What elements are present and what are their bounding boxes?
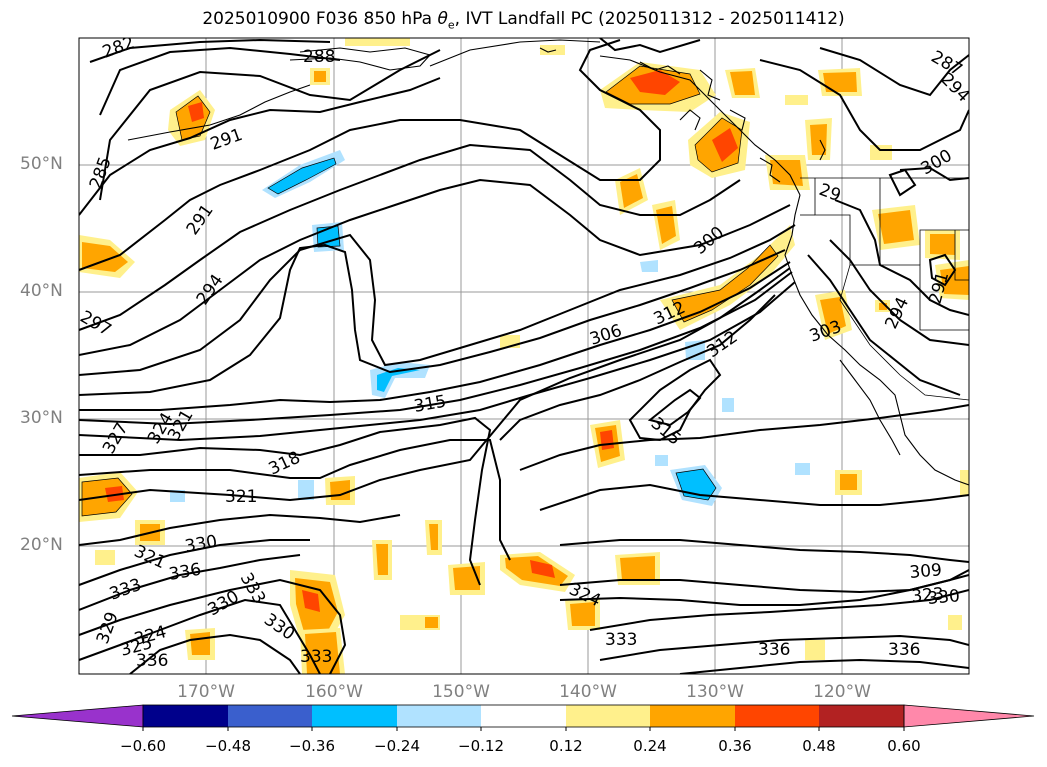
colorbar-bin-9	[819, 705, 904, 727]
lon-label-160w: 160°W	[305, 682, 363, 702]
colorbar-extend-max	[903, 704, 1035, 728]
colorbar-frame	[142, 704, 905, 728]
contour-label-330d: 330	[927, 586, 961, 609]
colorbar-bin-2	[228, 705, 312, 727]
contour-label-323: 323	[911, 584, 945, 607]
colorbar-tick-label: 0.36	[718, 737, 752, 755]
lon-label-150w: 150°W	[432, 682, 490, 702]
colorbar-tick-label: −0.12	[458, 737, 504, 755]
political-borders	[800, 177, 969, 401]
colorbar-bin-3	[312, 705, 397, 727]
coastlines	[127, 39, 969, 486]
colorbar-tick-label: −0.48	[205, 737, 251, 755]
colorbar-extend-min	[11, 704, 144, 728]
colorbar-tick-label: −0.36	[289, 737, 335, 755]
colorbar-bin-8	[735, 705, 819, 727]
lat-label-20n: 20°N	[20, 535, 63, 555]
contour-label-288: 288	[303, 47, 335, 67]
colorbar-tick-label: 0.60	[887, 737, 921, 755]
colorbar-bin-5	[481, 705, 566, 727]
contour-label-309: 309	[909, 560, 943, 583]
lon-label-130w: 130°W	[686, 682, 744, 702]
contour-label-336c: 336	[758, 640, 790, 660]
lat-label-50n: 50°N	[20, 154, 63, 174]
colorbar-tick-label: −0.60	[120, 737, 166, 755]
lat-label-40n: 40°N	[20, 281, 63, 301]
lat-label-30n: 30°N	[20, 408, 63, 428]
colorbar-tick-label: 0.24	[633, 737, 667, 755]
contour-label-321a: 321	[225, 487, 257, 507]
colorbar-tick-label: 0.48	[802, 737, 836, 755]
lon-label-140w: 140°W	[559, 682, 617, 702]
contour-label-336d: 336	[888, 640, 920, 660]
colorbar-bin-7	[650, 705, 735, 727]
theta-e-contours	[79, 38, 969, 674]
colorbar-tick-label: 0.12	[549, 737, 583, 755]
colorbar-bin-6	[566, 705, 650, 727]
colorbar-tick-label: −0.24	[374, 737, 420, 755]
page-title: 2025010900 F036 850 hPa θe, IVT Landfall…	[202, 9, 845, 32]
colorbar	[11, 704, 1035, 731]
colorbar-bin-4	[397, 705, 481, 727]
contour-label-336b: 336	[136, 651, 168, 671]
contour-label-333c: 333	[300, 647, 332, 667]
map-frame	[78, 37, 970, 675]
lon-label-170w: 170°W	[177, 682, 235, 702]
lon-label-120w: 120°W	[813, 682, 871, 702]
colorbar-bin-1	[143, 705, 228, 727]
colorbar-tick-marks	[142, 727, 905, 731]
contour-label-333d: 333	[605, 630, 637, 650]
